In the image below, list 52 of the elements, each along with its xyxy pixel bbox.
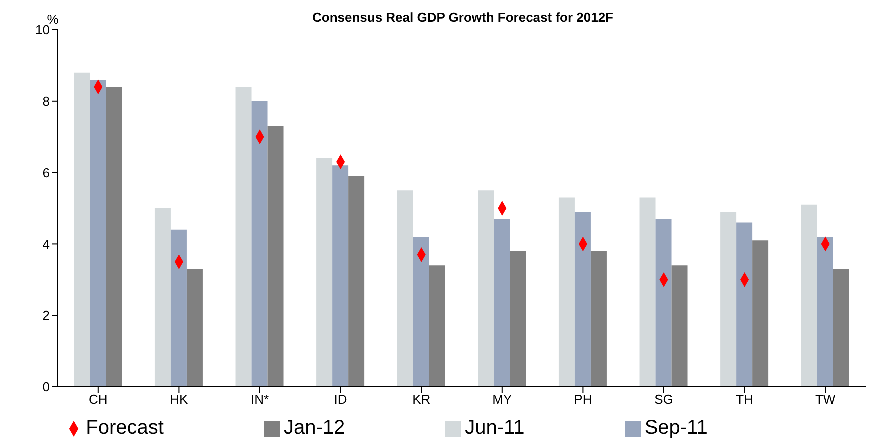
legend-label: Jan-12: [284, 417, 346, 439]
bar: [510, 251, 526, 387]
bar: [801, 204, 818, 387]
bar: [90, 80, 106, 387]
y-tick-label: 4: [42, 236, 50, 252]
bar: [413, 237, 430, 387]
bar: [170, 230, 187, 387]
x-tick-label: TH: [736, 392, 754, 408]
bar: [752, 240, 769, 387]
bar: [640, 198, 656, 387]
x-tick-label: PH: [574, 392, 592, 408]
bar: [672, 266, 688, 387]
y-tick-label: 2: [42, 308, 50, 324]
y-tick-label: 10: [36, 22, 50, 38]
bar: [348, 176, 365, 387]
bar: [478, 190, 494, 387]
bar: [574, 212, 591, 387]
y-axis-title: %: [47, 12, 60, 27]
bar: [429, 266, 446, 387]
x-tick-label: IN*: [250, 392, 270, 408]
chart-title: Consensus Real GDP Growth Forecast for 2012F: [312, 10, 614, 25]
legend-label: Sep-11: [644, 417, 708, 439]
bar: [252, 101, 268, 387]
bar: [74, 72, 90, 387]
x-tick-label: HK: [170, 392, 189, 408]
bar: [558, 198, 575, 387]
bar: [154, 208, 171, 387]
bar: [494, 219, 510, 387]
bar: [268, 126, 284, 387]
bar: [736, 222, 753, 387]
bar: [397, 190, 414, 387]
bar: [590, 251, 607, 387]
x-tick-label: CH: [89, 392, 108, 408]
x-tick-label: MY: [492, 392, 512, 408]
bar: [236, 87, 252, 387]
x-tick-label: ID: [334, 392, 348, 408]
x-tick-label: TW: [815, 392, 836, 408]
bar: [817, 237, 834, 387]
bar: [332, 166, 349, 387]
x-tick-label: KR: [412, 392, 431, 408]
legend-label: Jun-11: [465, 417, 525, 439]
bar: [656, 219, 672, 387]
x-tick-label: SG: [654, 392, 674, 408]
bar: [316, 158, 333, 387]
bar: [833, 269, 850, 387]
y-tick-label: 8: [42, 94, 50, 110]
bar: [720, 212, 737, 387]
y-tick-label: 0: [42, 380, 50, 395]
bar: [186, 269, 203, 387]
legend-label: Forecast: [86, 417, 164, 439]
y-tick-label: 6: [42, 165, 50, 180]
bar: [106, 87, 122, 387]
